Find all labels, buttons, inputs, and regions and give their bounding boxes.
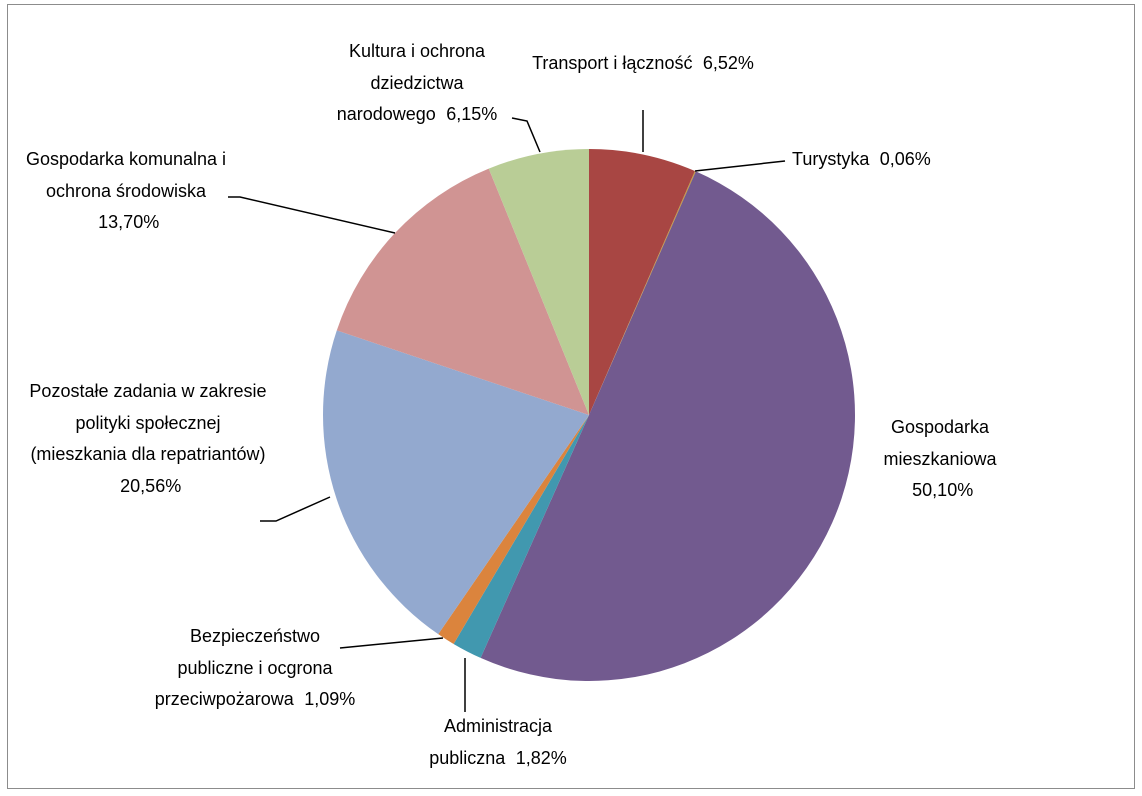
value-label: 6,52% — [702, 53, 754, 73]
value-label: 0,06% — [879, 149, 931, 169]
leader-line — [339, 637, 444, 649]
leader-lines — [228, 110, 786, 712]
category-label: Pozostałe zadania w zakresie polityki sp… — [29, 381, 267, 464]
pie-slice — [589, 149, 695, 415]
leader-line — [694, 160, 786, 172]
category-label: Kultura i ochrona dziedzictwa narodowego — [336, 41, 486, 124]
leader-line — [260, 496, 331, 522]
data-label: Bezpieczeństwo publiczne i ocgrona przec… — [150, 621, 360, 716]
data-label: Gospodarka mieszkaniowa 50,10% — [850, 412, 1030, 507]
value-label: 20,56% — [120, 475, 182, 496]
value-label: 1,82% — [515, 747, 567, 768]
category-label: Administracja publiczna — [429, 716, 553, 768]
data-label: Turystyka 0,06% — [792, 144, 931, 176]
category-label: Transport i łączność — [532, 53, 693, 73]
data-label: Transport i łączność 6,52% — [528, 48, 758, 80]
category-label: Turystyka — [792, 149, 870, 169]
value-label: 1,09% — [304, 689, 356, 709]
data-label: Administracja publiczna 1,82% — [413, 711, 583, 774]
pie-slice — [336, 168, 589, 415]
value-label: 13,70% — [98, 212, 160, 232]
leader-line — [511, 117, 541, 153]
data-label: Pozostałe zadania w zakresie polityki sp… — [28, 376, 268, 502]
pie — [323, 149, 856, 682]
pie-slice — [488, 149, 589, 415]
pie-slice — [480, 171, 856, 682]
category-label: Bezpieczeństwo publiczne i ocgrona przec… — [154, 626, 333, 709]
category-label: Gospodarka komunalna i ochrona środowisk… — [25, 149, 227, 201]
leader-line — [228, 196, 396, 234]
data-label: Kultura i ochrona dziedzictwa narodowego… — [320, 36, 515, 131]
pie-slice — [323, 330, 589, 635]
data-label: Gospodarka komunalna i ochrona środowisk… — [23, 144, 229, 239]
pie-slice — [438, 415, 589, 644]
category-label: Gospodarka mieszkaniowa — [883, 417, 997, 469]
value-label: 50,10% — [912, 480, 974, 500]
pie-slice — [453, 415, 589, 658]
pie-slice — [589, 171, 696, 415]
value-label: 6,15% — [446, 104, 498, 124]
